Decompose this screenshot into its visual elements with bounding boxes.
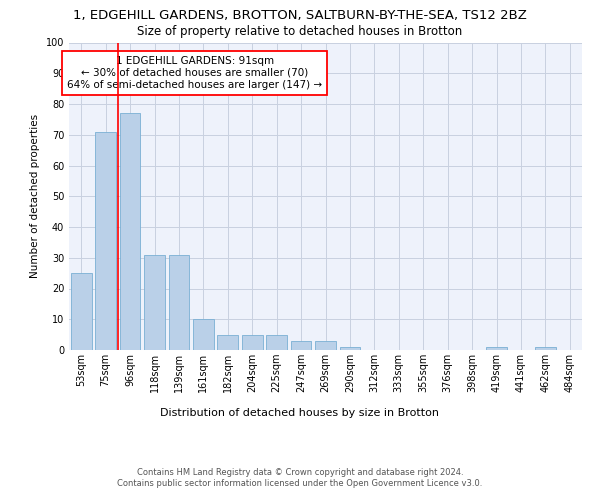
Bar xyxy=(290,341,311,350)
Text: Distribution of detached houses by size in Brotton: Distribution of detached houses by size … xyxy=(161,408,439,418)
Bar xyxy=(315,341,336,350)
Y-axis label: Number of detached properties: Number of detached properties xyxy=(30,114,40,278)
Bar xyxy=(266,334,287,350)
Bar xyxy=(193,320,214,350)
Bar xyxy=(71,273,92,350)
Bar xyxy=(486,347,507,350)
Bar xyxy=(169,254,190,350)
Bar xyxy=(242,334,263,350)
Bar xyxy=(340,347,361,350)
Bar xyxy=(535,347,556,350)
Bar xyxy=(144,254,165,350)
Text: Contains HM Land Registry data © Crown copyright and database right 2024.
Contai: Contains HM Land Registry data © Crown c… xyxy=(118,468,482,487)
Text: 1, EDGEHILL GARDENS, BROTTON, SALTBURN-BY-THE-SEA, TS12 2BZ: 1, EDGEHILL GARDENS, BROTTON, SALTBURN-B… xyxy=(73,9,527,22)
Bar xyxy=(119,113,140,350)
Bar xyxy=(95,132,116,350)
Text: Size of property relative to detached houses in Brotton: Size of property relative to detached ho… xyxy=(137,25,463,38)
Text: 1 EDGEHILL GARDENS: 91sqm
← 30% of detached houses are smaller (70)
64% of semi-: 1 EDGEHILL GARDENS: 91sqm ← 30% of detac… xyxy=(67,56,322,90)
Bar xyxy=(217,334,238,350)
